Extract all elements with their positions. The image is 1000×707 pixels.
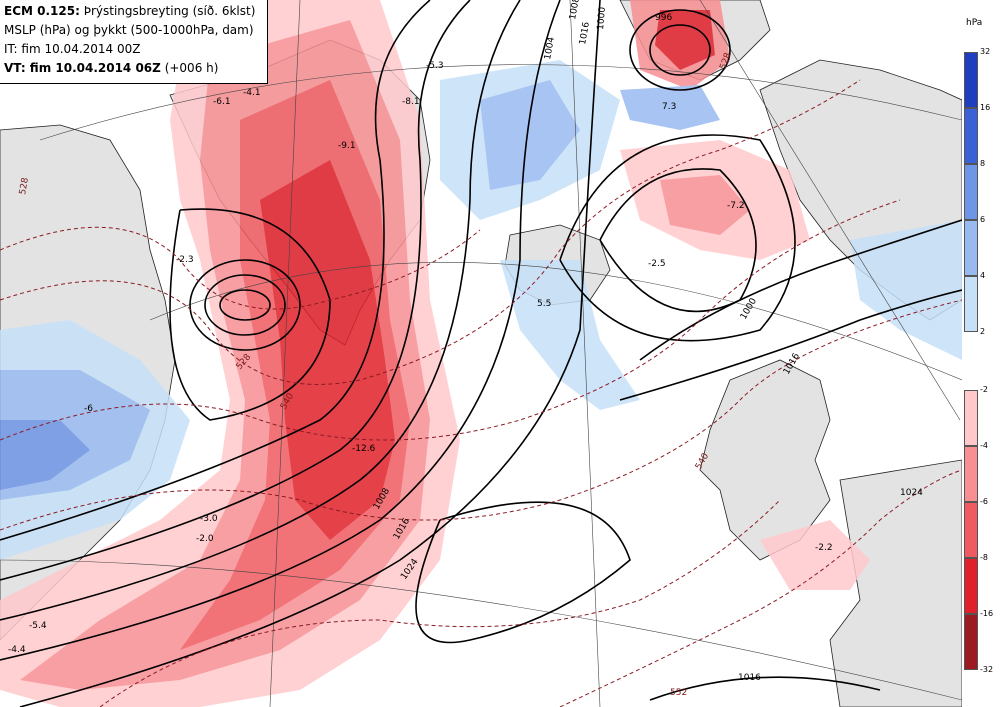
rise-label: 2 xyxy=(980,327,986,336)
rise-label: 6 xyxy=(980,215,986,224)
tendency-label: -2.0 xyxy=(196,534,214,544)
isobar-label: 1024 xyxy=(900,488,923,498)
rise-label: 8 xyxy=(980,159,986,168)
tendency-label: -6 xyxy=(84,404,93,414)
fall-swatch xyxy=(964,502,978,558)
tendency-label: -7.2 xyxy=(727,201,745,211)
initial-time: IT: fim 10.04.2014 00Z xyxy=(4,42,141,56)
thickness-label: 552 xyxy=(670,688,687,698)
tendency-shading xyxy=(0,0,962,707)
tendency-label: -9.1 xyxy=(338,141,356,151)
fall-label: -4 xyxy=(980,441,988,450)
thickness-lines xyxy=(0,79,962,707)
isobar-label: 996 xyxy=(655,13,672,23)
tendency-label: -5.3 xyxy=(426,61,444,71)
tendency-label: -2.2 xyxy=(815,543,833,553)
isobar-label: 1016 xyxy=(578,21,592,46)
tendency-label: -5.4 xyxy=(29,621,47,631)
weather-map: 1016 1016 1008 1004 1000 1000 1016 1024 … xyxy=(0,0,962,707)
field-name: Þrýstingsbreyting (síð. 6klst) xyxy=(79,4,256,18)
rise-swatch xyxy=(964,164,978,220)
rise-label: 32 xyxy=(980,47,991,56)
tendency-label: -8.1 xyxy=(402,97,420,107)
fall-swatch xyxy=(964,558,978,614)
fall-label: -6 xyxy=(980,497,988,506)
forecast-step: (+006 h) xyxy=(160,61,219,75)
fall-label: -8 xyxy=(980,553,988,562)
colorbar-unit: hPa xyxy=(966,18,983,28)
isobars xyxy=(0,0,962,707)
title-line-1: ECM 0.125: Þrýstingsbreyting (síð. 6klst… xyxy=(4,2,267,21)
fall-label: -16 xyxy=(980,609,994,618)
isobar-label: 1008 xyxy=(568,0,582,21)
tendency-label: 7.3 xyxy=(662,102,676,112)
thickness-label: 528 xyxy=(18,177,31,196)
fall-swatch xyxy=(964,446,978,502)
title-line-2: MSLP (hPa) og þykkt (500-1000hPa, dam) xyxy=(4,23,254,37)
chart-header: ECM 0.125: Þrýstingsbreyting (síð. 6klst… xyxy=(0,0,268,84)
tendency-label: -2.3 xyxy=(176,255,194,265)
model-name: ECM 0.125: xyxy=(4,4,80,18)
rise-label: 4 xyxy=(980,271,986,280)
rise-swatch xyxy=(964,276,978,332)
tendency-label: -6.1 xyxy=(213,97,231,107)
valid-time: VT: fim 10.04.2014 06Z xyxy=(4,61,161,75)
isobar-label: 1000 xyxy=(596,6,608,30)
isobar-label: 1004 xyxy=(543,36,557,61)
valid-time-line: VT: fim 10.04.2014 06Z (+006 h) xyxy=(4,59,267,78)
fall-label: -2 xyxy=(980,385,988,394)
tendency-label: -12.6 xyxy=(352,444,376,454)
tendency-label: -2.5 xyxy=(648,259,666,269)
rise-label: 16 xyxy=(980,103,991,112)
tendency-label: -4.1 xyxy=(243,88,261,98)
tendency-label: 5.5 xyxy=(537,299,551,309)
tendency-label: -4.4 xyxy=(8,645,26,655)
land-europe xyxy=(829,459,962,707)
rise-swatch xyxy=(964,220,978,276)
fall-swatch xyxy=(964,614,978,670)
tendency-label: -3.0 xyxy=(200,514,218,524)
rise-swatch xyxy=(964,108,978,164)
isobar-label: 1016 xyxy=(738,673,761,683)
fall-label: -32 xyxy=(980,665,994,674)
rise-swatch xyxy=(964,52,978,108)
fall-swatch xyxy=(964,390,978,446)
